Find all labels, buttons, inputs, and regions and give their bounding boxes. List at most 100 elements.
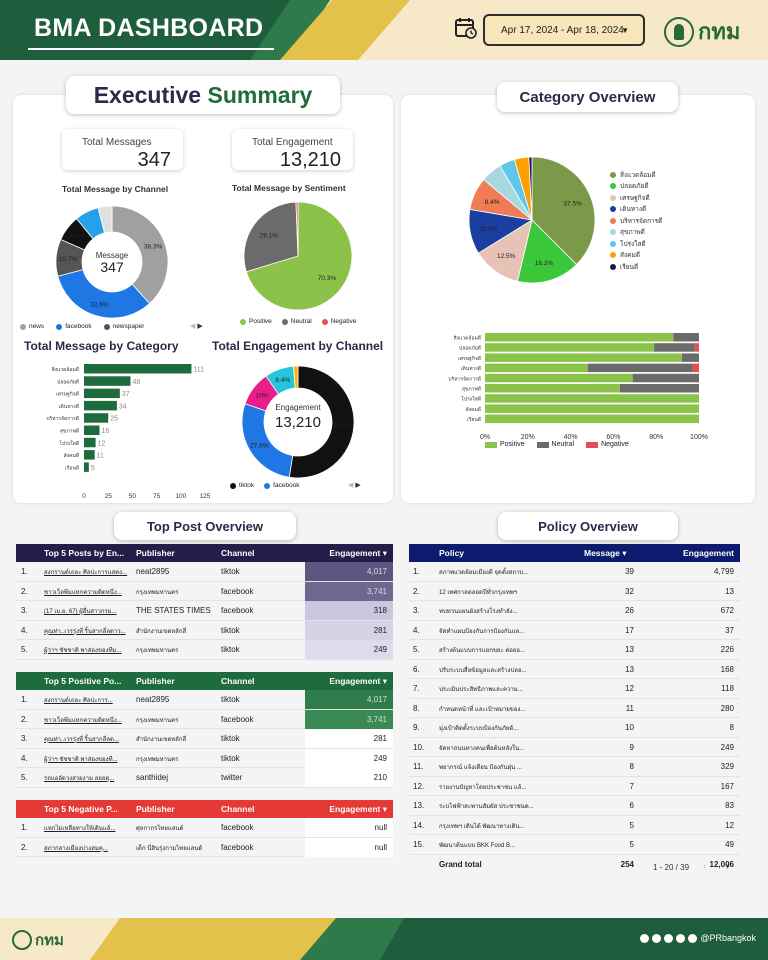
stacked-bar-positive[interactable] <box>485 353 682 362</box>
grand-total-engagement: 12,006 <box>709 859 734 869</box>
category-bar[interactable] <box>84 400 117 411</box>
date-range-selector[interactable]: Apr 17, 2024 - Apr 18, 2024 ▼ <box>483 14 645 46</box>
message-col-header[interactable]: Message ▾ <box>584 548 627 558</box>
category-bar[interactable] <box>84 413 109 423</box>
next-page-icon[interactable]: › <box>726 861 730 872</box>
stacked-bar-negative[interactable] <box>692 363 699 373</box>
category-bar[interactable] <box>84 388 120 399</box>
post-link[interactable]: ผู้ว่าฯ ชัชชาติ พาส่องของทีม... <box>44 648 122 654</box>
calendar-icon[interactable] <box>455 17 477 39</box>
category-bar[interactable] <box>84 450 95 460</box>
channel-legend-item: facebook <box>56 323 92 330</box>
category-bar-label: สุขภาพดี <box>60 428 79 435</box>
channel-col-header[interactable]: Channel <box>221 676 255 686</box>
legend-label: สังคมดี <box>620 252 640 260</box>
post-link[interactable]: คุณท่า..เวรรุ่งที่ ริ้นสากลี่ลด... <box>44 737 119 743</box>
post-link[interactable]: ชาวเว็ลพีมแหกความติดหนึ่ง... <box>44 589 122 596</box>
publisher-col-header[interactable]: Publisher <box>136 804 175 814</box>
row-number: 2. <box>21 714 28 724</box>
stacked-bar-positive[interactable] <box>485 363 588 373</box>
post-col-header[interactable]: Top 5 Negative P... <box>44 804 118 814</box>
post-link[interactable]: ชาวเว็ลพีมแหกความติดหนึ่ง... <box>44 717 122 724</box>
publisher-cell: neat2895 <box>136 567 170 576</box>
channel-col-header[interactable]: Channel <box>221 804 255 814</box>
stacked-bar-positive[interactable] <box>485 343 655 352</box>
top-post-table: Top 5 Negative P... Publisher Channel Engag… <box>16 800 393 857</box>
category-bar[interactable] <box>84 462 89 472</box>
post-link[interactable]: คุณท่า..เวรรุ่งที่ ริ้นสากลี่ลดาว... <box>44 628 126 635</box>
category-bar-tick: 100 <box>175 493 186 500</box>
post-link[interactable]: สภากลางเมืองบ่างสมคุ... <box>44 845 108 852</box>
stacked-bar-neutral[interactable] <box>673 333 699 342</box>
category-pie-slice[interactable] <box>528 156 533 221</box>
tiktok-icon[interactable] <box>688 933 698 943</box>
twitter-icon[interactable] <box>652 933 662 943</box>
category-bar[interactable] <box>84 376 131 386</box>
publisher-cell: กรุงเทพมหานคร <box>136 756 179 763</box>
category-pie-slice[interactable] <box>517 219 578 284</box>
row-number: 1. <box>21 695 28 704</box>
post-link[interactable]: สงกรานต์เถอะ ศิลปะการแสดง... <box>44 570 128 576</box>
sentiment-legend-item: Negative <box>321 318 356 325</box>
stacked-bar-neutral[interactable] <box>681 353 699 362</box>
channel-slice[interactable] <box>57 269 151 319</box>
message-cell: 26 <box>625 606 634 615</box>
category-pie-slice[interactable] <box>531 156 596 266</box>
sentiment-slice[interactable] <box>243 201 299 273</box>
channel-slice[interactable] <box>97 205 113 234</box>
legend-pager[interactable]: ◀ ▶ <box>190 322 203 330</box>
engagement-cell: 83 <box>725 801 734 810</box>
post-col-header[interactable]: Top 5 Positive Po... <box>44 676 122 686</box>
category-bar[interactable] <box>84 425 100 436</box>
dashboard-title: BMA DASHBOARD <box>34 14 264 42</box>
prev-page-icon[interactable]: ‹ <box>703 861 707 872</box>
engagement-legend-next-icon[interactable]: ▶ <box>355 482 361 489</box>
engagement-col-header[interactable]: Engagement ▾ <box>329 804 387 814</box>
facebook-icon[interactable] <box>640 933 650 943</box>
top-post-table-header: Top 5 Posts by En... Publisher Channel Enga… <box>16 544 393 562</box>
stacked-bar-neutral[interactable] <box>632 373 699 383</box>
legend-prev-icon[interactable]: ◀ <box>190 323 196 330</box>
category-bar[interactable] <box>84 364 192 374</box>
post-link[interactable]: แหกไม่เหลือทางให้เดินแล้... <box>44 826 116 832</box>
engagement-slice[interactable] <box>288 365 355 479</box>
engagement-col-header[interactable]: Engagement <box>682 548 734 558</box>
engagement-legend-prev-icon[interactable]: ◀ <box>348 482 354 489</box>
engagement-legend-pager[interactable]: ◀ ▶ <box>348 481 361 489</box>
legend-next-icon[interactable]: ▶ <box>197 323 203 330</box>
stacked-bar-positive[interactable] <box>485 414 699 424</box>
stacked-bar-negative[interactable] <box>694 343 699 352</box>
stacked-bar-neutral[interactable] <box>587 363 693 373</box>
category-bar[interactable] <box>84 437 96 448</box>
stacked-bar-positive[interactable] <box>485 384 620 393</box>
publisher-col-header[interactable]: Publisher <box>136 548 175 558</box>
post-col-header[interactable]: Top 5 Posts by En... <box>44 548 125 558</box>
sentiment-slice[interactable] <box>245 201 353 311</box>
policy-cell: สภาพแวดล้อมเมืองดี จุดตั้งสถาบ... <box>439 570 529 576</box>
post-link[interactable]: รถแออัดวงสวยงาม ลอยตุ... <box>44 776 115 782</box>
stacked-bar-positive[interactable] <box>485 394 699 403</box>
channel-col-header[interactable]: Channel <box>221 548 255 558</box>
stacked-bar-positive[interactable] <box>485 333 674 342</box>
engagement-slice-label: 27.8% <box>250 443 269 450</box>
post-link[interactable]: (17 เม.ย. 67) ผู้อื่นสาวกรม... <box>44 609 117 615</box>
post-link[interactable]: ผู้ว่าฯ ชัชชาติ พาส่องของที... <box>44 756 118 763</box>
stacked-bar-neutral[interactable] <box>619 384 699 393</box>
stacked-legend-item: Positive <box>485 441 525 448</box>
instagram-icon[interactable] <box>664 933 674 943</box>
stacked-bar-neutral[interactable] <box>654 343 695 352</box>
youtube-icon[interactable] <box>676 933 686 943</box>
engagement-slice[interactable] <box>292 365 299 389</box>
policy-col-header[interactable]: Policy <box>439 548 465 558</box>
sentiment-slice[interactable] <box>295 201 299 257</box>
post-link[interactable]: สงกรานต์เถอะ ศิลปะการ... <box>44 698 113 704</box>
engagement-col-header[interactable]: Engagement ▾ <box>329 676 387 686</box>
legend-swatch <box>610 252 616 259</box>
channel-slice[interactable] <box>111 205 169 305</box>
publisher-col-header[interactable]: Publisher <box>136 676 175 686</box>
row-number: 14. <box>413 820 425 830</box>
stacked-bar-positive[interactable] <box>485 404 699 413</box>
channel-slice-label: 10.7% <box>59 256 78 263</box>
engagement-col-header[interactable]: Engagement ▾ <box>329 548 387 558</box>
stacked-bar-positive[interactable] <box>485 373 633 383</box>
